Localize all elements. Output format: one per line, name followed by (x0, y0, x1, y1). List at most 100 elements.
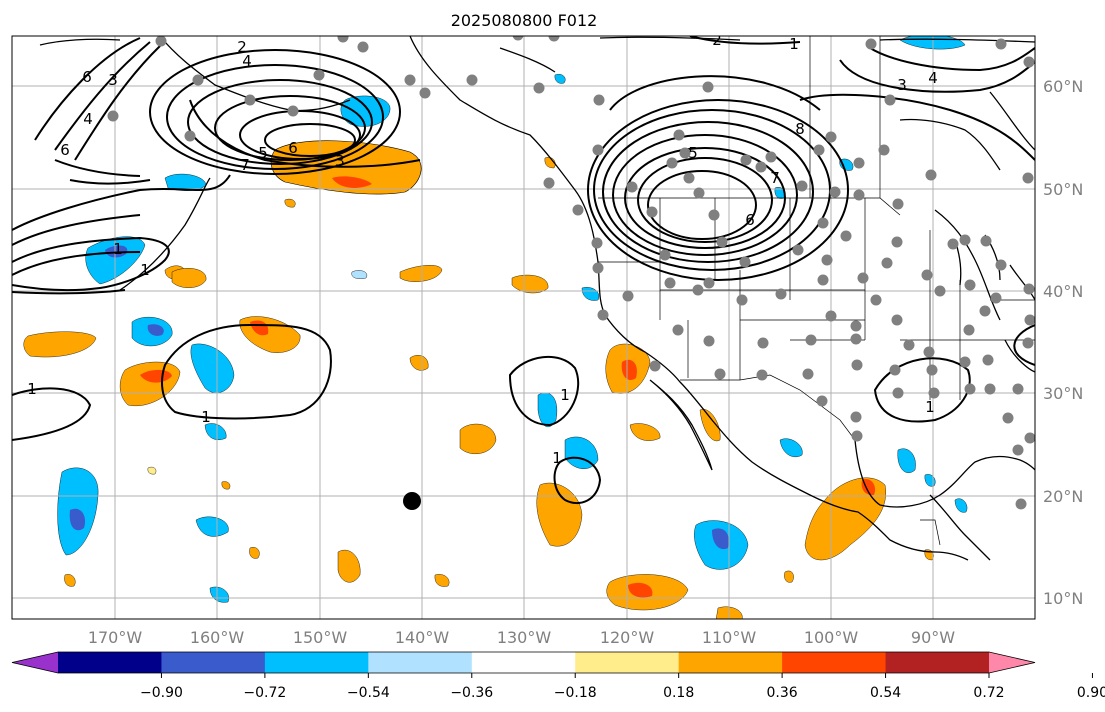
contour-label: 2 (237, 38, 247, 56)
colorbar-tick-label: −0.90 (140, 685, 183, 701)
colorbar-swatch (264, 652, 369, 673)
contour-label: 7 (240, 156, 250, 174)
colorbar-tick-label: −0.18 (554, 685, 597, 701)
lon-tick-label: 140°W (395, 628, 450, 647)
blue-area (564, 436, 599, 469)
navy-area (105, 245, 128, 258)
colorbar: −0.90 −0.72 −0.54 −0.36 −0.18 0.18 0.36 0.54 0.7… (11, 651, 1105, 701)
contour-label: 7 (770, 169, 780, 187)
contour-label: 1 (560, 386, 570, 404)
colorbar-tick-label: 0.18 (663, 685, 694, 701)
lon-tick-label: 160°W (190, 628, 245, 647)
lon-tick-label: 90°W (911, 628, 955, 647)
colorbar-outline (11, 651, 1036, 674)
lat-tick-label: 40°N (1043, 282, 1083, 301)
red-area (140, 369, 172, 383)
blue-area (195, 516, 229, 537)
navy-area (69, 508, 86, 531)
colorbar-tick-label: 0.54 (870, 685, 901, 701)
contour-label: 4 (83, 110, 93, 128)
lon-tick-label: 130°W (497, 628, 552, 647)
contour-labels: 2 4 5 6 3 7 6 3 4 6 1 1 1 1 2 1 4 3 5 7 … (27, 31, 938, 467)
orange-area (784, 570, 794, 583)
orange-area (284, 198, 296, 208)
lightblue-area (351, 270, 368, 279)
contour-label: 1 (789, 35, 799, 53)
lat-tick-label: 10°N (1043, 589, 1083, 608)
colorbar-swatch (471, 652, 576, 673)
anomaly-shading (23, 36, 968, 619)
colorbar-swatch (368, 652, 473, 673)
colorbar-extend-min (12, 652, 58, 673)
colorbar-swatch (678, 652, 783, 673)
colorbar-swatch (161, 652, 266, 673)
blue-area (204, 423, 227, 440)
orange-area (23, 331, 97, 358)
contour-label: 4 (928, 69, 938, 87)
colorbar-tick-label: −0.54 (347, 685, 390, 701)
contour-label: 2 (712, 31, 722, 49)
colorbar-swatch (58, 652, 162, 673)
lon-tick-label: 100°W (804, 628, 859, 647)
contour-label: 8 (795, 120, 805, 138)
contour-label: 3 (335, 152, 345, 170)
red-area (332, 176, 372, 188)
contour-label: 4 (242, 52, 252, 70)
red-area (621, 359, 637, 381)
colorbar-extend-max (989, 652, 1035, 673)
blue-area (190, 343, 235, 393)
orange-area (64, 574, 76, 587)
yellow-area (147, 466, 157, 475)
orange-area (511, 274, 549, 294)
blue-area (897, 448, 916, 473)
orange-area (536, 482, 583, 547)
red-area (628, 582, 653, 598)
blue-area (954, 498, 968, 513)
colorbar-swatch (885, 652, 990, 673)
contour-label: 6 (745, 211, 755, 229)
colorbar-swatch (575, 652, 680, 673)
red-area (861, 479, 876, 496)
map-title: 2025080800 F012 (451, 11, 598, 30)
navy-area (147, 324, 164, 336)
orange-area (699, 409, 721, 442)
contour-label: 6 (82, 68, 92, 86)
contour-label: 6 (288, 139, 298, 157)
latitude-labels: 60°N 50°N 40°N 30°N 20°N 10°N (1043, 77, 1083, 608)
contour-lines (12, 36, 1035, 505)
orange-area (249, 547, 260, 559)
contour-label: 6 (60, 141, 70, 159)
contour-label: 3 (108, 71, 118, 89)
orange-area (434, 574, 450, 587)
orange-area (337, 550, 361, 583)
blue-area (209, 586, 229, 603)
lon-tick-label: 150°W (293, 628, 348, 647)
orange-area (629, 423, 661, 441)
contour-label: 5 (258, 144, 268, 162)
contour-label: 1 (140, 261, 150, 279)
contour-label: 3 (897, 76, 907, 94)
orange-area (409, 355, 429, 371)
orange-area (171, 268, 207, 288)
orange-area (804, 477, 886, 561)
lon-tick-label: 110°W (702, 628, 757, 647)
colorbar-tick-label: −0.72 (243, 685, 286, 701)
map-content: 2 4 5 6 3 7 6 3 4 6 1 1 1 1 2 1 4 3 5 7 … (12, 31, 1035, 619)
lat-tick-label: 50°N (1043, 180, 1083, 199)
lon-tick-label: 170°W (88, 628, 143, 647)
lat-tick-label: 60°N (1043, 77, 1083, 96)
blue-area (554, 74, 566, 84)
orange-area (221, 481, 231, 490)
contour-label: 1 (552, 449, 562, 467)
contour-label: 1 (27, 380, 37, 398)
contour-label: 1 (925, 398, 935, 416)
contour-label: 5 (688, 144, 698, 162)
lat-tick-label: 30°N (1043, 384, 1083, 403)
colorbar-tick-label: 0.72 (973, 685, 1004, 701)
lon-tick-label: 120°W (600, 628, 655, 647)
contour-label: 1 (201, 408, 211, 426)
contour-label: 1 (113, 240, 123, 258)
station-dots (107, 36, 1035, 510)
map-border (11, 35, 1036, 620)
